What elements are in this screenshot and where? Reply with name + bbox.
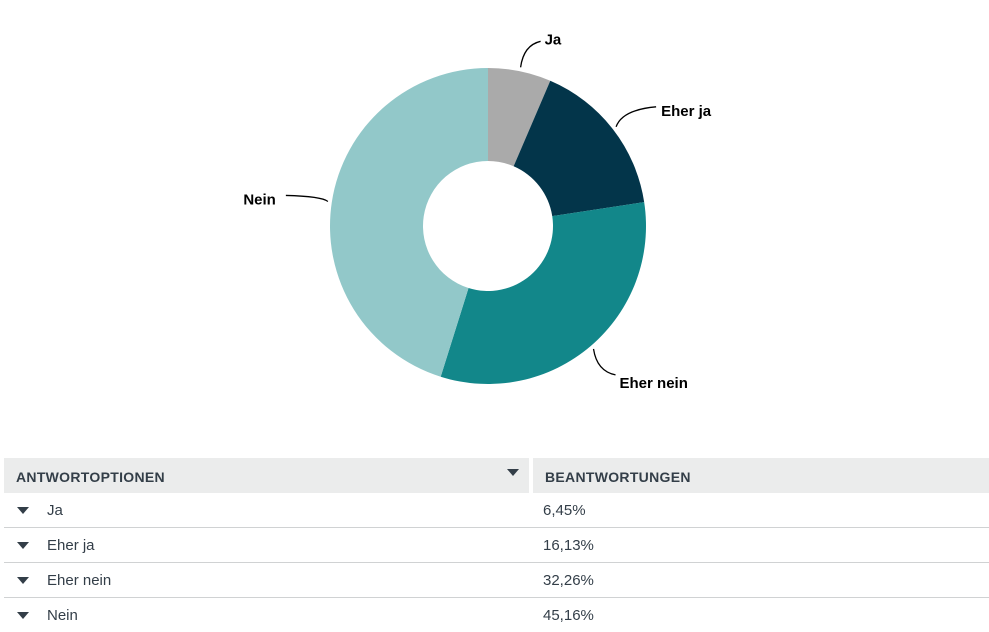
percent-cell: 6,45% (531, 493, 989, 528)
leader-line (616, 107, 656, 127)
slice-label: Eher ja (661, 103, 712, 120)
leader-line (594, 349, 616, 375)
option-cell: Nein (4, 598, 531, 632)
results-table: ANTWORTOPTIONEN BEANTWORTUNGEN Ja 6,45% … (4, 458, 989, 632)
percent-value: 32,26% (531, 572, 594, 589)
slice-label: Eher nein (620, 375, 688, 392)
table-header-row: ANTWORTOPTIONEN BEANTWORTUNGEN (4, 458, 989, 493)
percent-value: 16,13% (531, 537, 594, 554)
donut-chart: Ja Eher ja Eher nein Nein (0, 0, 989, 440)
option-cell: Eher ja (4, 528, 531, 563)
option-cell: Ja (4, 493, 531, 528)
column-header-options-label: ANTWORTOPTIONEN (4, 466, 165, 485)
table-row: Ja 6,45% (4, 493, 989, 528)
table-row: Nein 45,16% (4, 598, 989, 632)
slice-label: Ja (545, 31, 562, 48)
percent-cell: 16,13% (531, 528, 989, 563)
percent-value: 45,16% (531, 607, 594, 624)
expand-caret-icon[interactable] (17, 542, 29, 549)
option-cell: Eher nein (4, 563, 531, 598)
column-header-responses-label: BEANTWORTUNGEN (533, 466, 691, 485)
sort-caret-icon[interactable] (507, 469, 519, 476)
percent-cell: 32,26% (531, 563, 989, 598)
leader-line (521, 41, 541, 67)
slice-label: Nein (243, 191, 276, 208)
leader-line (286, 195, 328, 201)
donut-slice-eher-nein[interactable] (441, 202, 646, 384)
expand-caret-icon[interactable] (17, 612, 29, 619)
option-label: Ja (4, 502, 63, 519)
percent-cell: 45,16% (531, 598, 989, 632)
expand-caret-icon[interactable] (17, 507, 29, 514)
percent-value: 6,45% (531, 502, 586, 519)
column-header-options[interactable]: ANTWORTOPTIONEN (4, 458, 531, 493)
column-header-responses: BEANTWORTUNGEN (531, 458, 989, 493)
table-row: Eher ja 16,13% (4, 528, 989, 563)
donut-chart-svg: Ja Eher ja Eher nein Nein (0, 0, 989, 440)
table-row: Eher nein 32,26% (4, 563, 989, 598)
expand-caret-icon[interactable] (17, 577, 29, 584)
option-label: Nein (4, 607, 78, 624)
